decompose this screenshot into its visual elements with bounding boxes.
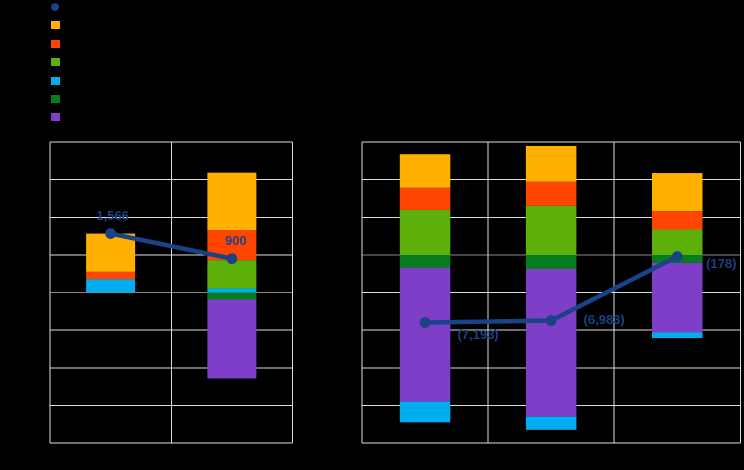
- line-series-marker: [51, 3, 59, 11]
- legend-item: [51, 21, 60, 30]
- purple-series-marker: [51, 113, 60, 122]
- line-marker: [225, 253, 237, 265]
- line-data-label: (6,983): [583, 312, 624, 327]
- bar-segment-dark-green: [525, 254, 577, 269]
- bar-segment-cyan: [206, 288, 256, 293]
- line-marker: [545, 315, 557, 326]
- orange-series-marker: [51, 21, 60, 30]
- bar-segment-cyan: [399, 401, 450, 423]
- bar-segment-orange: [525, 145, 577, 182]
- bar-segment-orange: [206, 172, 256, 231]
- green-series-marker: [51, 58, 60, 67]
- bar-segment-purple: [651, 262, 703, 333]
- bar-segment-green: [651, 229, 703, 255]
- line-marker: [419, 317, 431, 328]
- bar-segment-green: [206, 260, 256, 289]
- bar-segment-red: [525, 181, 577, 206]
- line-data-label: (178): [706, 256, 736, 271]
- line-marker: [104, 228, 116, 239]
- bar-segment-orange: [399, 154, 450, 188]
- legend: [51, 3, 60, 132]
- left-chart: 1,566 900: [49, 141, 293, 444]
- bar-segment-green: [399, 209, 450, 255]
- bar-segment-dark-green: [399, 254, 450, 268]
- bar-segment-red: [399, 187, 450, 210]
- legend-item: [51, 3, 60, 11]
- legend-item: [51, 76, 60, 85]
- dark-green-series-marker: [51, 94, 60, 103]
- bar-segment-cyan: [525, 416, 577, 430]
- cyan-series-marker: [51, 76, 60, 85]
- bar-segment-orange: [651, 173, 703, 212]
- bar-segment-cyan: [85, 279, 135, 293]
- line-marker: [671, 251, 683, 262]
- bar-segment-purple: [525, 268, 577, 417]
- bar-segment-purple: [399, 267, 450, 402]
- bar-segment-purple: [206, 299, 256, 379]
- legend-item: [51, 113, 60, 122]
- bar-segment-red: [651, 211, 703, 230]
- bar-segment-orange: [85, 233, 135, 272]
- line-data-label: 1,566: [96, 208, 129, 223]
- legend-item: [51, 94, 60, 103]
- legend-item: [51, 39, 60, 48]
- bar-segment-green: [525, 205, 577, 255]
- legend-item: [51, 58, 60, 67]
- right-chart: (7,193) (6,983) (178): [361, 141, 741, 444]
- red-series-marker: [51, 39, 60, 48]
- net-total-line: [107, 231, 234, 261]
- bar-segment-red: [85, 271, 135, 280]
- line-data-label: 900: [225, 233, 247, 248]
- bar-segment-cyan: [651, 332, 703, 339]
- line-data-label: (7,193): [457, 327, 498, 342]
- bar-segment-dark-green: [206, 292, 256, 300]
